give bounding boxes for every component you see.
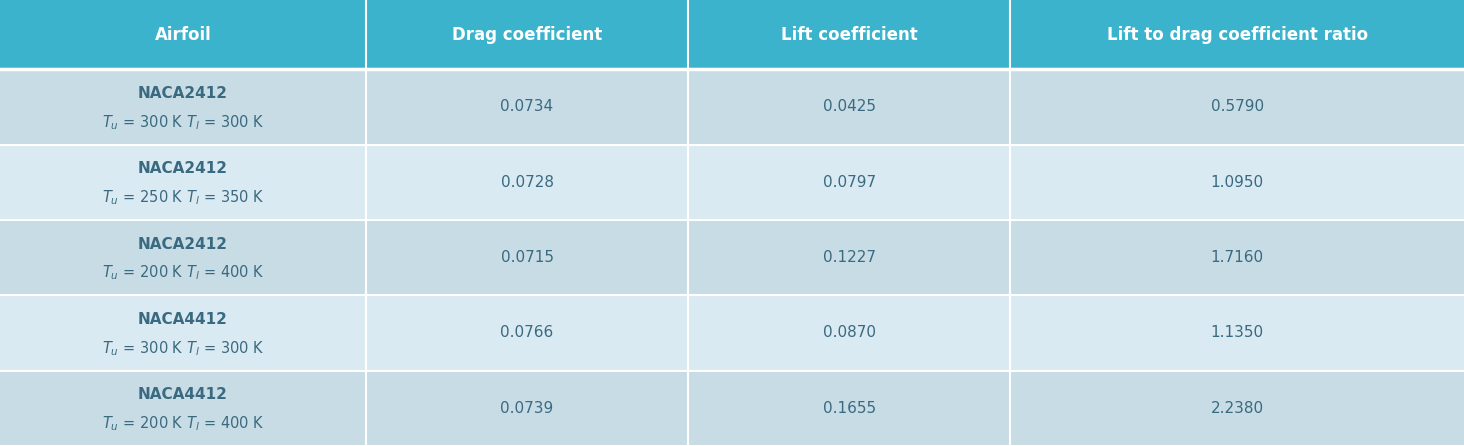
Bar (1010, 145, 1464, 220)
Bar (1010, 295, 1464, 371)
Bar (0, 0, 366, 69)
Text: 0.1655: 0.1655 (823, 401, 875, 416)
Bar (688, 295, 1010, 371)
Text: 0.0728: 0.0728 (501, 175, 553, 190)
Bar (1010, 0, 1464, 69)
Bar (688, 69, 1010, 145)
Bar (688, 371, 1010, 446)
Bar (0, 69, 366, 145)
Text: $T_u$ = 300 K $T_l$ = 300 K: $T_u$ = 300 K $T_l$ = 300 K (102, 113, 264, 132)
Bar (366, 295, 688, 371)
Text: NACA4412: NACA4412 (138, 312, 228, 327)
Bar (366, 69, 688, 145)
Text: $T_u$ = 300 K $T_l$ = 300 K: $T_u$ = 300 K $T_l$ = 300 K (102, 339, 264, 358)
Text: $T_u$ = 200 K $T_l$ = 400 K: $T_u$ = 200 K $T_l$ = 400 K (102, 414, 264, 433)
Text: 0.0739: 0.0739 (501, 401, 553, 416)
Bar (366, 0, 688, 69)
Bar (688, 0, 1010, 69)
Text: 0.5790: 0.5790 (1211, 99, 1263, 114)
Text: NACA4412: NACA4412 (138, 387, 228, 402)
Bar (1010, 220, 1464, 295)
Text: Drag coefficient: Drag coefficient (452, 25, 602, 44)
Text: NACA2412: NACA2412 (138, 86, 228, 101)
Text: $T_u$ = 250 K $T_l$ = 350 K: $T_u$ = 250 K $T_l$ = 350 K (102, 188, 264, 207)
Bar (1010, 371, 1464, 446)
Bar (366, 220, 688, 295)
Bar (1010, 69, 1464, 145)
Text: 0.0870: 0.0870 (823, 326, 875, 340)
Text: 1.7160: 1.7160 (1211, 250, 1263, 265)
Bar (366, 371, 688, 446)
Bar (0, 220, 366, 295)
Text: 0.0797: 0.0797 (823, 175, 875, 190)
Text: 1.0950: 1.0950 (1211, 175, 1263, 190)
Bar (0, 145, 366, 220)
Text: 0.0734: 0.0734 (501, 99, 553, 114)
Text: Airfoil: Airfoil (155, 25, 211, 44)
Text: 1.1350: 1.1350 (1211, 326, 1263, 340)
Bar (0, 295, 366, 371)
Text: Lift coefficient: Lift coefficient (780, 25, 918, 44)
Bar (688, 220, 1010, 295)
Bar (688, 145, 1010, 220)
Text: 0.0425: 0.0425 (823, 99, 875, 114)
Text: NACA2412: NACA2412 (138, 236, 228, 252)
Text: Lift to drag coefficient ratio: Lift to drag coefficient ratio (1107, 25, 1367, 44)
Bar (366, 145, 688, 220)
Text: 0.0715: 0.0715 (501, 250, 553, 265)
Text: 0.0766: 0.0766 (501, 326, 553, 340)
Text: NACA2412: NACA2412 (138, 161, 228, 176)
Bar (0, 371, 366, 446)
Text: 0.1227: 0.1227 (823, 250, 875, 265)
Text: $T_u$ = 200 K $T_l$ = 400 K: $T_u$ = 200 K $T_l$ = 400 K (102, 264, 264, 282)
Text: 2.2380: 2.2380 (1211, 401, 1263, 416)
